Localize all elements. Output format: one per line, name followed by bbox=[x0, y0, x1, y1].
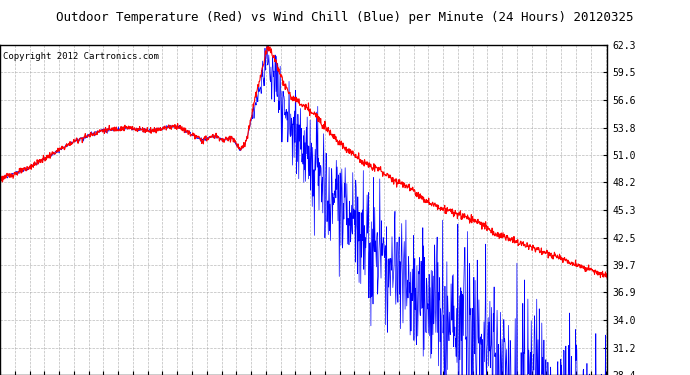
Text: Copyright 2012 Cartronics.com: Copyright 2012 Cartronics.com bbox=[3, 52, 159, 61]
Text: Outdoor Temperature (Red) vs Wind Chill (Blue) per Minute (24 Hours) 20120325: Outdoor Temperature (Red) vs Wind Chill … bbox=[57, 12, 633, 24]
